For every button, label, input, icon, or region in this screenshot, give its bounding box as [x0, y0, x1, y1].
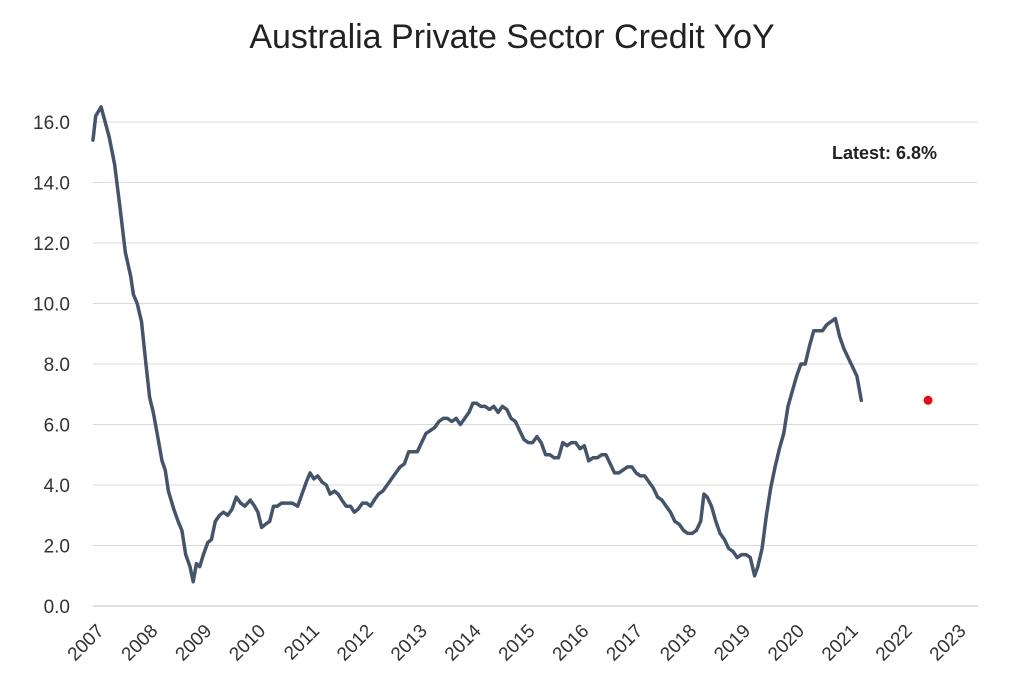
latest-annotation: Latest: 6.8% — [832, 143, 937, 163]
y-tick-label: 4.0 — [44, 476, 70, 497]
x-tick-label: 2013 — [387, 621, 432, 666]
chart-title: Australia Private Sector Credit YoY — [249, 18, 775, 56]
y-tick-labels: 0.0 2.0 4.0 6.0 8.0 10.0 12.0 14.0 16.0 — [33, 113, 70, 618]
x-tick-label: 2022 — [872, 621, 917, 666]
series-line — [91, 105, 864, 584]
x-tick-label: 2015 — [495, 621, 540, 666]
y-tick-label: 12.0 — [33, 234, 70, 255]
x-tick-label: 2011 — [280, 621, 324, 665]
y-tick-label: 6.0 — [44, 416, 70, 437]
y-tick-label: 2.0 — [44, 537, 70, 558]
x-tick-label: 2008 — [118, 621, 163, 666]
x-tick-label: 2021 — [818, 621, 863, 666]
x-tick-label: 2007 — [64, 621, 109, 666]
x-tick-label: 2019 — [710, 621, 755, 666]
x-tick-label: 2014 — [441, 620, 486, 665]
y-tick-label: 0.0 — [44, 597, 70, 618]
x-tick-label: 2009 — [172, 621, 217, 666]
x-tick-label: 2020 — [764, 621, 809, 666]
x-tick-label: 2010 — [225, 621, 270, 666]
series — [91, 105, 864, 584]
x-tick-label: 2023 — [926, 621, 971, 666]
y-tick-label: 8.0 — [44, 355, 70, 376]
x-tick-label: 2018 — [656, 621, 701, 666]
x-tick-label: 2016 — [549, 621, 594, 666]
x-tick-label: 2017 — [603, 621, 648, 666]
gridlines — [93, 121, 978, 546]
y-tick-label: 10.0 — [33, 295, 70, 316]
latest-point-marker — [923, 395, 933, 405]
x-tick-labels: 2007 2008 2009 2010 2011 2012 2013 2014 2015 2016… — [64, 620, 971, 665]
x-tick-label: 2012 — [333, 621, 378, 666]
y-tick-label: 16.0 — [33, 113, 70, 134]
y-tick-label: 14.0 — [33, 174, 70, 195]
markers — [923, 395, 933, 405]
